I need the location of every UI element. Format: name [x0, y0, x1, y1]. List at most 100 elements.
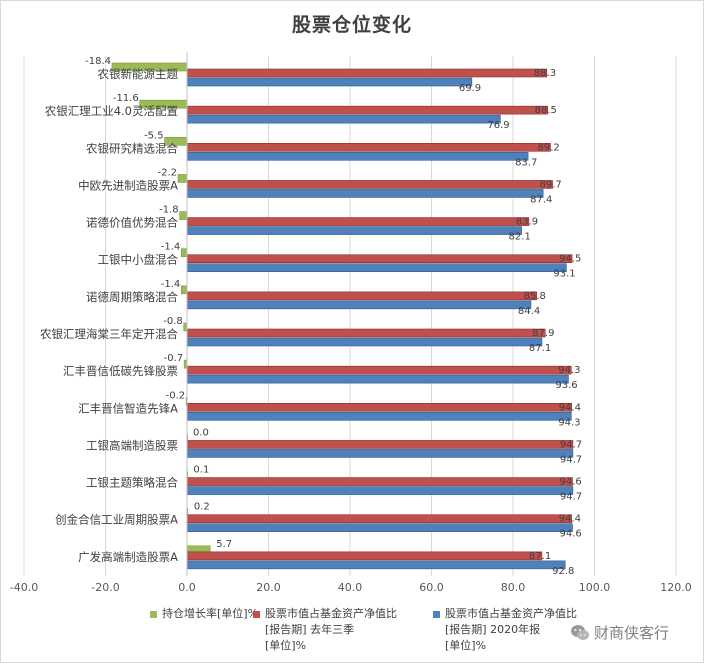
- bar-series-1: [186, 105, 548, 115]
- data-label-series-1: 94.4: [559, 402, 581, 413]
- data-label-series-0: -1.4: [161, 242, 181, 253]
- data-label-series-2: 93.1: [553, 269, 575, 280]
- bar-series-0: [177, 174, 188, 183]
- data-label-series-1: 94.6: [559, 477, 581, 488]
- bar-series-0: [180, 248, 188, 258]
- x-tick-label: 60.0: [419, 581, 444, 594]
- data-label-series-1: 94.7: [560, 439, 582, 450]
- data-label-series-0: -11.6: [113, 93, 139, 104]
- x-tick-label: -20.0: [91, 581, 119, 594]
- data-label-series-1: 89.7: [540, 179, 562, 190]
- x-tick-label: 120.0: [660, 581, 692, 594]
- x-tick-label: 80.0: [501, 581, 526, 594]
- data-label-series-0: 0.0: [193, 427, 209, 438]
- category-label: 诺德周期策略混合: [86, 290, 178, 304]
- data-label-series-1: 88.3: [534, 68, 556, 79]
- category-label: 工银主题策略混合: [86, 476, 178, 490]
- category-label: 工银中小盘混合: [98, 253, 179, 267]
- data-label-series-2: 87.4: [530, 194, 552, 205]
- category-label: 汇丰晋信低碳先锋股票: [63, 364, 178, 378]
- data-label-series-2: 76.9: [487, 120, 509, 131]
- bar-series-2: [186, 523, 573, 533]
- category-label: 农银新能源主题: [98, 67, 179, 81]
- data-label-series-2: 82.1: [509, 232, 531, 243]
- data-label-series-2: 83.7: [515, 157, 537, 168]
- data-label-series-1: 87.1: [529, 551, 551, 562]
- data-label-series-0: -2.2: [158, 167, 178, 178]
- category-label: 农银汇理工业4.0灵活配置: [45, 104, 178, 118]
- data-label-series-0: -18.4: [85, 56, 111, 67]
- data-label-series-1: 87.9: [532, 328, 554, 339]
- bar-series-2: [186, 560, 566, 570]
- bar-series-1: [186, 402, 572, 412]
- data-label-series-0: 0.2: [194, 502, 210, 513]
- data-label-series-1: 88.5: [535, 105, 557, 116]
- data-label-series-2: 94.3: [558, 417, 580, 428]
- data-label-series-0: 0.1: [193, 465, 209, 476]
- bar-series-1: [186, 514, 572, 524]
- legend-label-2020-line1: 股票市值占基金资产净值比: [445, 607, 577, 620]
- legend-label-2020-line3: [单位]%: [445, 639, 487, 652]
- bar-series-1: [186, 142, 551, 152]
- data-label-series-1: 94.4: [559, 514, 581, 525]
- bar-series-0: [179, 211, 188, 220]
- bar-series-1: [186, 440, 574, 449]
- bar-series-1: [186, 477, 573, 486]
- bar-series-2: [186, 77, 473, 87]
- data-label-series-1: 83.9: [516, 217, 538, 228]
- legend-swatch-blue: [433, 611, 440, 618]
- data-label-series-2: 87.1: [529, 343, 551, 354]
- x-tick-label: 40.0: [338, 581, 363, 594]
- bar-series-1: [186, 291, 537, 301]
- category-label: 汇丰晋信智造先锋A: [78, 401, 178, 415]
- data-label-series-1: 94.3: [558, 365, 580, 376]
- category-label: 农银汇理海棠三年定开混合: [40, 327, 178, 341]
- legend-label-2020-line2: [报告期] 2020年报: [445, 623, 541, 636]
- legend: 持仓增长率[单位]% 股票市值占基金资产净值比 [报告期] 去年三季 [单位]%…: [0, 600, 704, 663]
- bar-series-1: [186, 328, 546, 338]
- legend-label-q3-line2: [报告期] 去年三季: [265, 623, 355, 636]
- data-label-series-0: -1.8: [159, 205, 179, 216]
- bar-series-2: [186, 486, 574, 495]
- bar-chart: -18.4 88.3 69.9 农银新能源主题 -11.6 88.5 76.9 农银汇理工业4…: [10, 52, 692, 594]
- bar-series-2: [186, 226, 522, 235]
- x-tick-label: 0.0: [178, 581, 196, 594]
- bar-series-2: [186, 449, 574, 458]
- data-label-series-2: 94.6: [559, 529, 581, 540]
- data-label-series-0: 5.7: [216, 539, 232, 550]
- chart-title: 股票仓位变化: [291, 14, 412, 36]
- data-label-series-0: -0.2: [166, 390, 186, 401]
- data-label-series-0: -1.4: [161, 279, 181, 290]
- bar-series-2: [186, 189, 544, 198]
- watermark-text: 财商侠客行: [594, 624, 670, 642]
- x-tick-label: 20.0: [256, 581, 281, 594]
- category-label: 农银研究精选混合: [86, 141, 178, 155]
- category-label: 创金合信工业周期股票A: [55, 513, 178, 527]
- bar-series-1: [186, 254, 573, 264]
- data-label-series-2: 92.8: [552, 566, 574, 577]
- data-label-series-2: 94.7: [560, 454, 582, 465]
- data-label-series-0: -0.7: [164, 353, 184, 364]
- bar-series-2: [186, 263, 567, 273]
- data-label-series-2: 69.9: [459, 83, 481, 94]
- data-label-series-1: 85.8: [524, 291, 546, 302]
- category-label: 工银高端制造股票: [86, 438, 178, 452]
- bar-series-2: [186, 374, 569, 384]
- legend-label-q3-line1: 股票市值占基金资产净值比: [265, 607, 397, 620]
- data-label-series-0: -5.5: [144, 130, 164, 141]
- bar-series-2: [186, 114, 501, 124]
- bar-series-2: [186, 411, 572, 421]
- data-label-series-0: -0.8: [163, 316, 183, 327]
- bar-series-2: [186, 300, 532, 310]
- bar-series-1: [186, 217, 530, 226]
- wechat-icon: [571, 625, 589, 640]
- category-label: 诺德价值优势混合: [86, 216, 178, 230]
- legend-swatch-green: [150, 611, 157, 618]
- data-label-series-1: 94.5: [559, 254, 581, 265]
- category-label: 中欧先进制造股票A: [78, 178, 178, 192]
- data-label-series-2: 94.7: [560, 492, 582, 503]
- legend-label-q3-line3: [单位]%: [265, 639, 307, 652]
- bar-series-1: [186, 551, 543, 561]
- bar-series-2: [186, 337, 543, 347]
- data-label-series-2: 93.6: [555, 380, 577, 391]
